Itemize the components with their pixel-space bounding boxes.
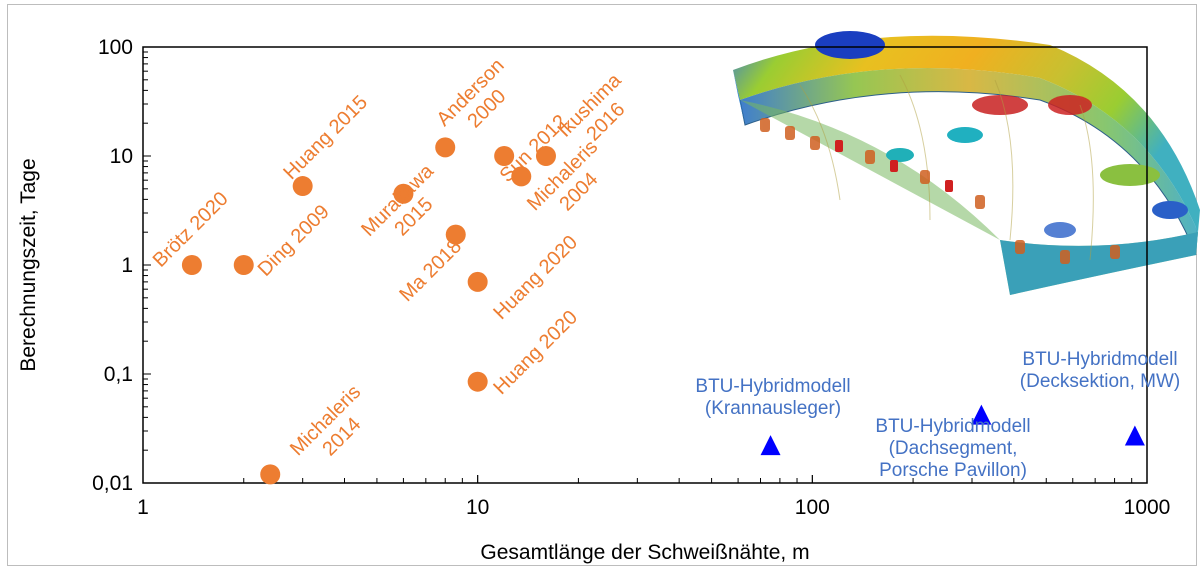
btu-hybrid-point: [760, 435, 781, 456]
x-tick-label: 10: [466, 496, 489, 519]
literature-point: [181, 255, 202, 275]
chart-frame: [7, 4, 1197, 566]
annotation-line: BTU-Hybridmodell: [1022, 349, 1177, 370]
btu-hybrid-point: [971, 404, 992, 425]
literature-point: [233, 255, 254, 275]
btu-hybrid-point: [1124, 425, 1145, 446]
literature-point: [435, 137, 456, 158]
y-tick-label: 0,01: [92, 472, 133, 495]
annotation-line: (Krannausleger): [705, 398, 841, 419]
annotation-line: Ma 2018: [395, 235, 466, 306]
literature-point: [467, 371, 488, 392]
literature-point: [511, 166, 532, 187]
literature-point: [260, 464, 281, 485]
literature-annotation: Michaleris2014: [286, 381, 381, 476]
y-tick-label: 0,1: [104, 363, 133, 386]
literature-point: [393, 183, 414, 204]
literature-annotation: Ma 2018: [395, 235, 466, 306]
x-tick-label: 1: [137, 496, 149, 519]
annotation-line: Ding 2009: [254, 201, 334, 281]
y-tick-label: 100: [98, 36, 133, 59]
y-tick-label: 10: [110, 145, 133, 168]
annotation-line: BTU-Hybridmodell: [875, 416, 1030, 437]
literature-annotation: Ikushima2016: [554, 69, 643, 158]
btu-annotation: BTU-Hybridmodell (Decksektion, MW): [1020, 349, 1180, 392]
x-axis-label: Gesamtlänge der Schweißnähte, m: [480, 541, 809, 564]
literature-annotation: Anderson2000: [433, 55, 525, 147]
annotation-line: (Dachsegment,: [889, 438, 1018, 459]
btu-annotation: BTU-Hybridmodell (Krannausleger): [695, 376, 850, 419]
literature-annotation: Ding 2009: [254, 201, 334, 281]
axis-ticks: [142, 46, 1148, 484]
tick-labels: 1 10 100 1000 0,01 0,1 1 10 100: [92, 36, 1170, 519]
literature-point: [535, 146, 556, 166]
literature-point: [494, 146, 515, 166]
literature-annotation: Murakawa2015: [357, 160, 455, 258]
literature-point: [292, 176, 313, 197]
literature-point: [467, 271, 488, 292]
literature-annotation: Huang 2015: [279, 91, 372, 184]
y-axis-label: Berechnungszeit, Tage: [17, 158, 40, 371]
x-tick-label: 100: [795, 496, 830, 519]
data-points: [181, 137, 1145, 485]
annotation-line: (Decksektion, MW): [1020, 371, 1180, 392]
btu-annotation: BTU-Hybridmodell (Dachsegment, Porsche Pav…: [875, 416, 1030, 481]
fe-model-picture: [733, 31, 1200, 295]
x-tick-label: 1000: [1124, 496, 1171, 519]
annotation-line: Huang 2015: [279, 91, 372, 184]
annotation-line: BTU-Hybridmodell: [695, 376, 850, 397]
literature-point: [445, 224, 466, 245]
y-tick-label: 1: [121, 254, 133, 277]
annotation-line: Porsche Pavillon): [879, 460, 1027, 481]
